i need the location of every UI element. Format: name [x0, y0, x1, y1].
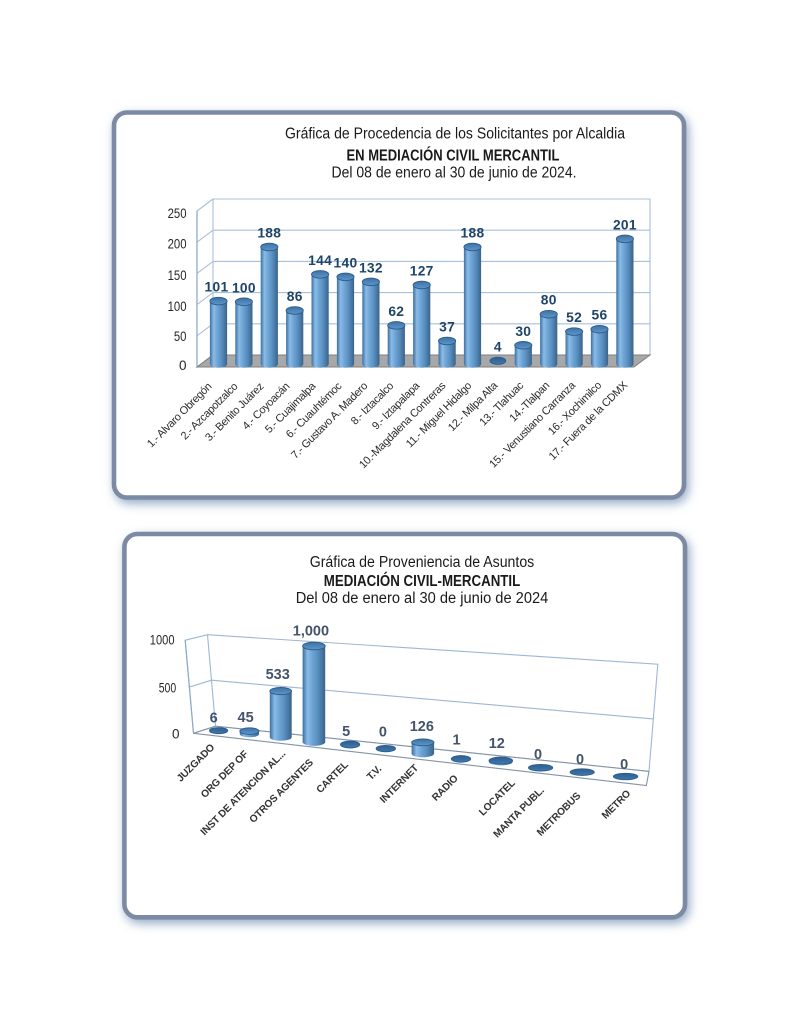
- svg-text:52: 52: [566, 310, 582, 325]
- svg-text:200: 200: [168, 237, 187, 252]
- svg-text:12: 12: [489, 736, 505, 752]
- svg-text:144: 144: [308, 253, 332, 268]
- svg-text:100: 100: [232, 280, 256, 295]
- svg-text:0: 0: [576, 752, 584, 768]
- svg-text:1000: 1000: [150, 633, 175, 648]
- svg-text:37: 37: [439, 320, 455, 335]
- svg-text:4: 4: [494, 339, 502, 354]
- svg-text:126: 126: [410, 719, 434, 735]
- svg-text:50: 50: [174, 329, 187, 344]
- svg-text:0: 0: [620, 757, 628, 773]
- svg-text:533: 533: [266, 667, 290, 683]
- svg-text:1,000: 1,000: [293, 623, 329, 639]
- svg-text:Gráfica de Proveniencia de Asu: Gráfica de Proveniencia de Asuntos: [310, 554, 535, 571]
- svg-text:0: 0: [179, 358, 187, 373]
- svg-text:45: 45: [238, 710, 254, 726]
- svg-text:Gráfica de Procedencia de los: Gráfica de Procedencia de los Solicitant…: [285, 125, 625, 142]
- svg-text:127: 127: [410, 264, 434, 279]
- svg-text:5: 5: [342, 724, 350, 740]
- svg-text:188: 188: [257, 226, 281, 241]
- svg-text:101: 101: [205, 280, 229, 295]
- svg-text:0: 0: [379, 725, 387, 741]
- svg-text:0: 0: [172, 726, 180, 741]
- svg-text:201: 201: [613, 217, 637, 232]
- svg-text:6: 6: [210, 710, 218, 726]
- svg-text:62: 62: [388, 304, 404, 319]
- svg-text:80: 80: [541, 293, 557, 308]
- svg-text:188: 188: [461, 226, 485, 241]
- svg-text:500: 500: [159, 680, 177, 695]
- svg-text:30: 30: [515, 324, 531, 339]
- svg-text:EN MEDIACIÓN CIVIL MERCANTIL: EN MEDIACIÓN CIVIL MERCANTIL: [347, 146, 560, 164]
- svg-text:250: 250: [168, 206, 187, 221]
- svg-text:86: 86: [287, 289, 303, 304]
- svg-text:0: 0: [534, 747, 542, 763]
- svg-text:56: 56: [592, 308, 608, 323]
- svg-text:Del 08 de enero al 30 de junio: Del 08 de enero al 30 de junio de 2024.: [332, 164, 577, 181]
- svg-text:140: 140: [334, 255, 358, 270]
- svg-text:150: 150: [168, 268, 187, 283]
- svg-text:1: 1: [452, 732, 460, 748]
- svg-text:MEDIACIÓN CIVIL-MERCANTIL: MEDIACIÓN CIVIL-MERCANTIL: [324, 572, 521, 590]
- svg-text:100: 100: [168, 299, 187, 314]
- svg-text:132: 132: [359, 260, 383, 275]
- svg-text:Del 08 de enero al 30 de jun: Del 08 de enero al 30 de junio de 2024: [296, 590, 549, 607]
